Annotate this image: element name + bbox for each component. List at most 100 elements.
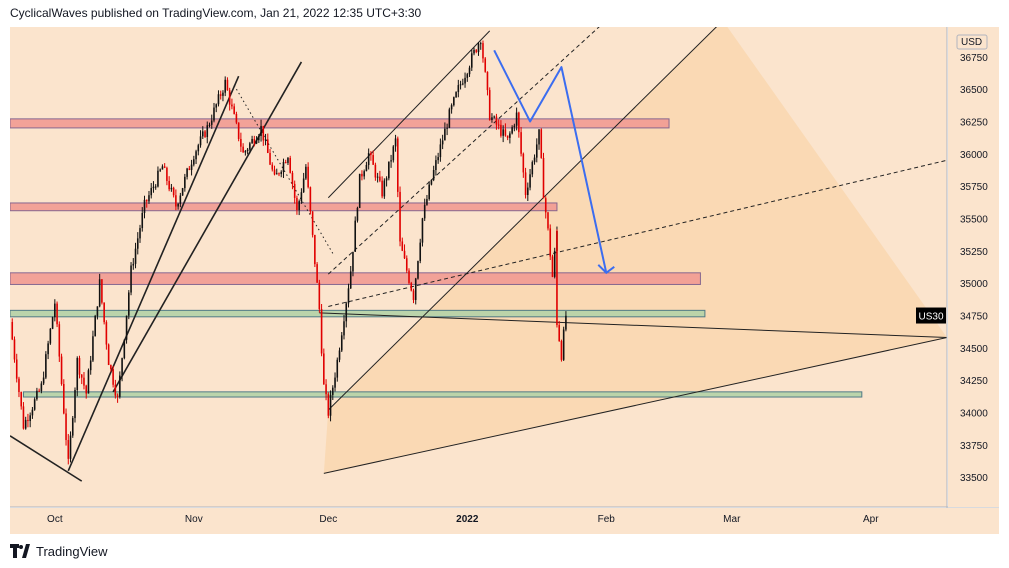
candle-body-155 [358, 173, 361, 208]
candle-body-223 [511, 127, 513, 134]
resistance-zone-2[interactable] [9, 202, 558, 212]
candle-body-126 [293, 183, 296, 198]
candle-body-36 [92, 336, 94, 361]
candle-body-206 [473, 49, 475, 54]
candle-body-214 [491, 117, 493, 121]
candle-body-161 [372, 155, 374, 165]
candle-body-102 [240, 138, 242, 147]
candle-body-118 [275, 173, 278, 175]
candle-body-165 [381, 180, 383, 197]
candle-body-37 [94, 315, 96, 337]
candle-body-19 [54, 303, 56, 318]
projection-path[interactable] [493, 49, 608, 274]
tradingview-brand[interactable]: TradingView [36, 543, 108, 559]
resistance-zone-1[interactable] [9, 118, 670, 129]
candle-body-58 [141, 212, 144, 229]
currency-box[interactable] [956, 34, 988, 50]
candle-body-4 [20, 392, 23, 407]
candle-body-148 [343, 321, 345, 336]
candle-body-149 [345, 303, 348, 322]
candle-body-16 [47, 343, 49, 355]
candle-body-71 [170, 187, 173, 190]
candle-body-168 [388, 161, 390, 179]
candle-body-164 [379, 176, 381, 181]
trend-line-1[interactable] [9, 435, 83, 482]
candle-body-215 [493, 116, 495, 118]
candle-body-24 [65, 413, 67, 441]
candle-body-73 [175, 195, 177, 207]
candle-body-180 [414, 278, 417, 300]
trend-line-7[interactable] [327, 20, 724, 411]
trend-line-5[interactable] [319, 312, 948, 339]
candle-body-44 [110, 365, 112, 370]
trend-line-3[interactable] [112, 61, 303, 393]
currency-label[interactable]: USD [961, 37, 982, 48]
trend-line-4[interactable] [233, 84, 334, 254]
candle-body-38 [96, 306, 99, 316]
support-zone-5[interactable] [22, 391, 863, 398]
candle-body-236 [540, 129, 543, 158]
candle-body-198 [455, 92, 457, 98]
support-zone-4[interactable] [9, 309, 706, 318]
price-tick-label: 36750 [960, 53, 988, 64]
candle-body-68 [163, 166, 166, 168]
candle-body-85 [201, 131, 204, 137]
candle-body-50 [123, 339, 126, 359]
candle-body-119 [278, 173, 280, 175]
trend-line-10[interactable] [327, 24, 603, 275]
candle-body-185 [426, 199, 428, 205]
price-tick-label: 35000 [960, 279, 988, 290]
candle-body-241 [551, 256, 554, 277]
price-tick-label: 34000 [960, 409, 988, 420]
candle-body-222 [509, 133, 511, 138]
candle-body-75 [179, 195, 182, 204]
candle-body-14 [42, 377, 45, 384]
candle-body-15 [45, 354, 47, 378]
candle-body-195 [448, 109, 451, 128]
candle-body-188 [432, 169, 435, 180]
candle-body-132 [307, 166, 309, 188]
tradingview-logo-icon[interactable] [10, 544, 30, 558]
candle-body-196 [450, 105, 453, 110]
candle-body-208 [477, 43, 480, 53]
candle-body-156 [361, 173, 363, 177]
candle-body-61 [148, 195, 150, 202]
candle-body-187 [430, 179, 433, 185]
candle-body-78 [186, 168, 188, 177]
trend-line-6[interactable] [323, 337, 948, 474]
candle-body-242 [553, 250, 556, 277]
candle-body-138 [320, 309, 323, 354]
candle-body-111 [260, 125, 262, 136]
candle-body-211 [484, 58, 487, 72]
price-chart[interactable]: 33500 33750 34000 34250 34500 34750 35000 35250… [9, 20, 999, 534]
candle-body-151 [349, 271, 352, 289]
candle-body-240 [549, 228, 552, 257]
resistance-zone-3[interactable] [9, 272, 701, 285]
candle-body-234 [535, 144, 538, 158]
symbol-badge-label: US30 [918, 312, 943, 323]
candle-body-219 [502, 129, 504, 136]
candle-body-80 [190, 164, 193, 170]
trend-line-8[interactable] [327, 30, 491, 199]
candle-body-235 [538, 129, 540, 145]
chart-frame[interactable]: 33500 33750 34000 34250 34500 34750 35000 35250… [9, 20, 999, 534]
price-tick-label: 34750 [960, 312, 988, 323]
candle-body-95 [224, 79, 226, 93]
candle-body-108 [253, 138, 256, 144]
candle-body-202 [464, 77, 466, 84]
symbol-badge[interactable] [916, 307, 946, 324]
candle-body-175 [403, 250, 406, 259]
candle-body-9 [31, 409, 34, 416]
candle-body-21 [58, 324, 61, 357]
candle-body-5 [22, 406, 25, 429]
candle-body-51 [125, 315, 128, 340]
trend-line-2[interactable] [67, 75, 240, 472]
candle-body-178 [410, 282, 413, 291]
trend-line-9[interactable] [328, 159, 948, 307]
price-tick-label: 35250 [960, 247, 988, 258]
candle-body-30 [78, 358, 81, 375]
candle-body-143 [331, 387, 334, 395]
candle-body-27 [71, 418, 74, 436]
candle-body-83 [197, 145, 200, 152]
candle-body-160 [370, 153, 372, 156]
